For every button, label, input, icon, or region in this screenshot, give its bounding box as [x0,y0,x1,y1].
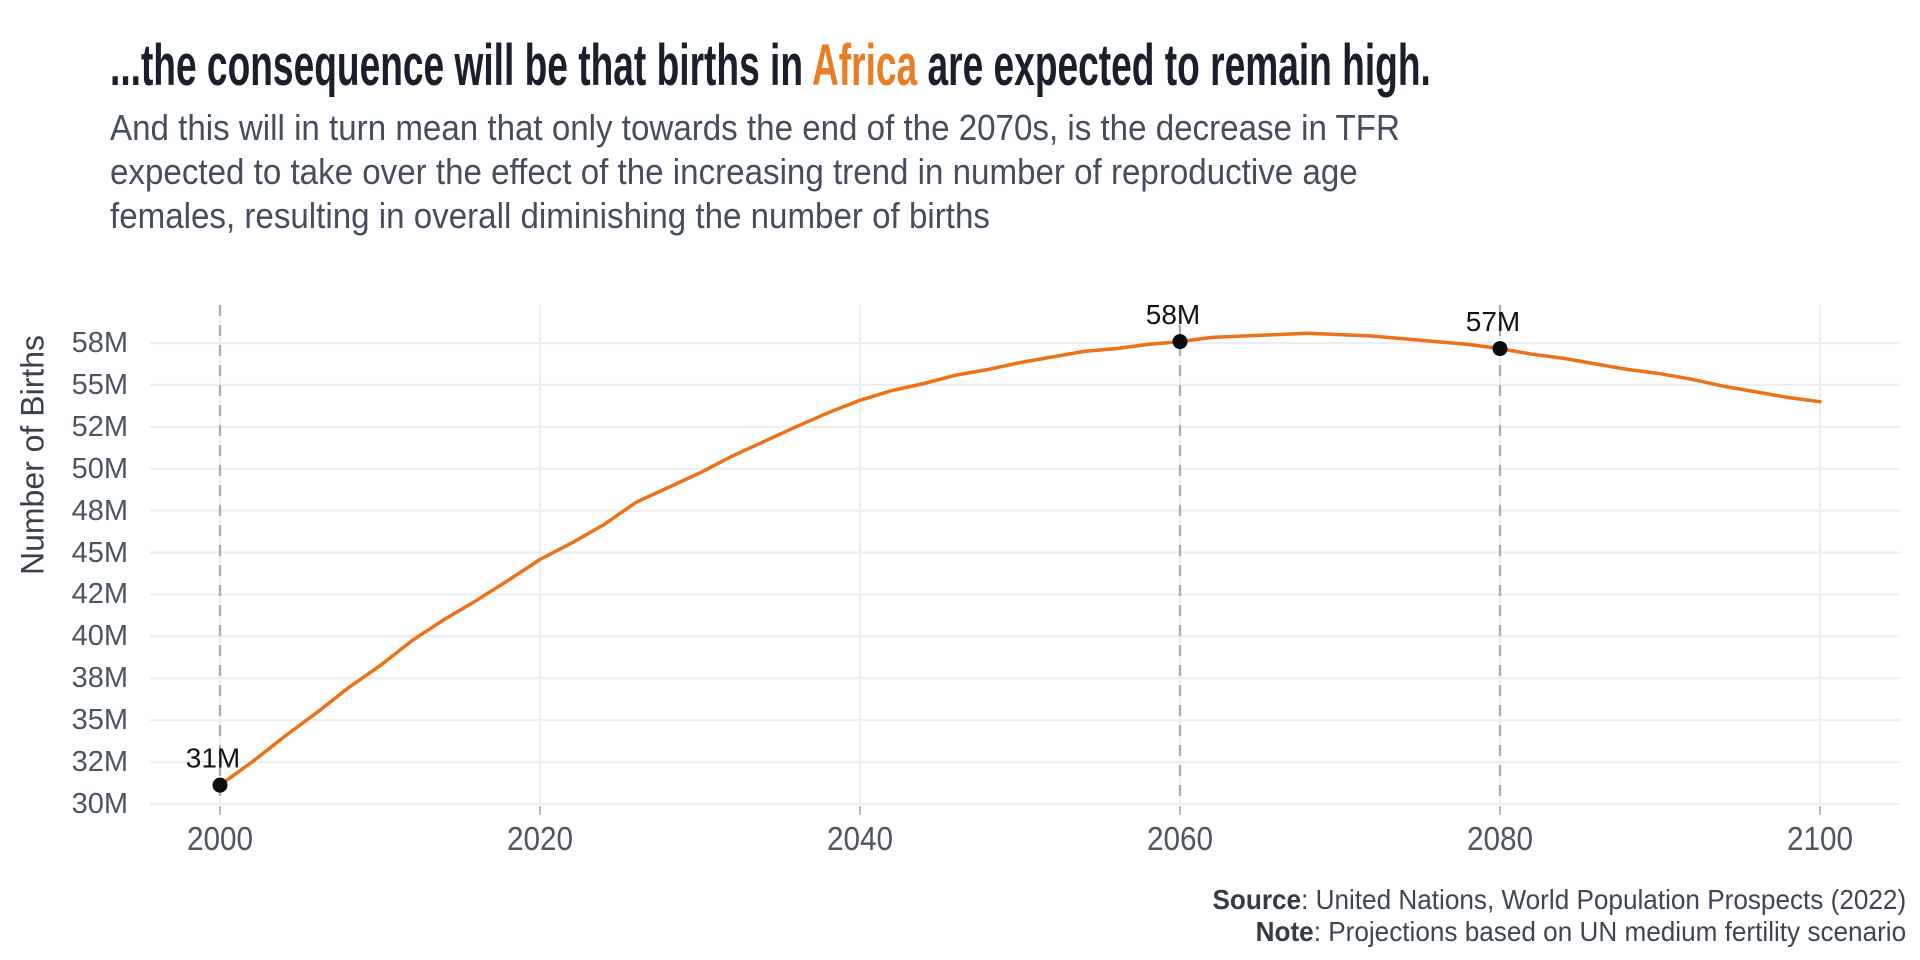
x-tick-label-2060: 2060 [1146,820,1214,857]
y-tick-label-50M: 50M [71,452,128,485]
data-point-2000 [212,777,228,793]
y-tick-label-30M: 30M [71,787,128,820]
note-text: : Projections based on UN medium fertili… [1313,916,1906,947]
x-tick-label-2040: 2040 [826,820,894,857]
title-highlight-africa: Africa [811,33,918,98]
source-line: Source: United Nations, World Population… [1212,884,1906,916]
point-label-2080: 57M [1466,306,1520,337]
subtitle-line: expected to take over the effect of the … [110,151,1358,192]
x-tick-label-2080: 2080 [1466,820,1534,857]
y-tick-label-52M: 52M [71,410,128,443]
y-tick-label-48M: 48M [71,494,128,527]
x-tick-label-2100: 2100 [1786,820,1854,857]
data-point-2080 [1492,341,1508,357]
subtitle-line: females, resulting in overall diminishin… [110,195,990,236]
subtitle-line: And this will in turn mean that only tow… [110,107,1400,148]
point-label-2060: 58M [1146,305,1200,330]
x-tick-label-2020: 2020 [506,820,574,857]
chart-panel: 31M 58M 57M [150,299,1900,817]
y-tick-label-32M: 32M [71,746,128,779]
y-tick-label-40M: 40M [71,620,128,653]
page-title: ...the consequence will be that births i… [110,32,1431,99]
point-label-2000: 31M [186,743,240,774]
source-label: Source [1212,884,1301,915]
title-text-prefix: ...the consequence will be that births i… [110,33,812,98]
x-tick-label-2000: 2000 [186,820,254,857]
y-tick-label-58M: 58M [71,327,128,359]
births-line [218,331,1822,787]
y-tick-label-38M: 38M [71,662,128,695]
y-tick-label-55M: 55M [71,368,128,401]
y-tick-label-42M: 42M [71,578,128,611]
data-point-2060 [1172,334,1188,350]
y-tick-label-35M: 35M [71,704,128,737]
source-note: Source: United Nations, World Population… [1212,884,1906,948]
source-text: : United Nations, World Population Prosp… [1300,884,1906,915]
title-text-suffix: are expected to remain high. [917,33,1431,98]
note-line: Note: Projections based on UN medium fer… [1212,916,1906,948]
page-subtitle: And this will in turn mean that only tow… [110,106,1512,238]
births-line-chart: 31M 58M 57M [150,299,1900,815]
note-label: Note [1255,916,1314,947]
y-tick-label-45M: 45M [71,536,128,569]
